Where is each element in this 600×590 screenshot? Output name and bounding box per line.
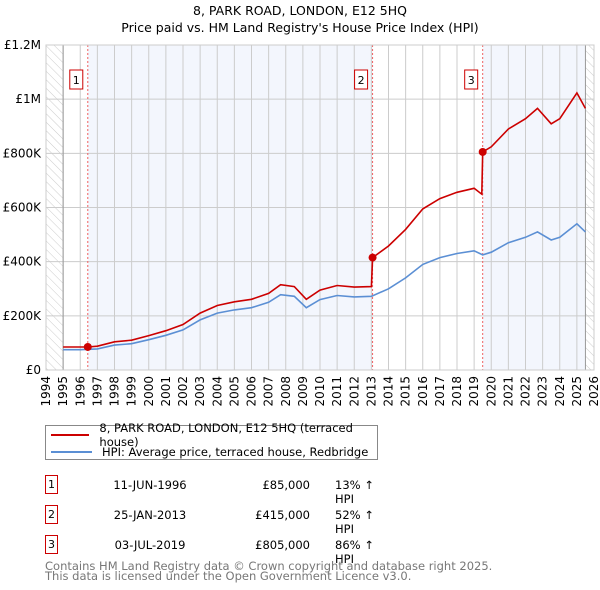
x-tick-label: 2021 (501, 376, 515, 407)
legend-item-hpi: HPI: Average price, terraced house, Redb… (51, 444, 368, 460)
legend: 8, PARK ROAD, LONDON, E12 5HQ (terraced … (45, 421, 378, 460)
sale-date: 03-JUL-2019 (114, 538, 186, 552)
y-tick-label: £0 (26, 363, 41, 377)
sale-point (83, 342, 92, 351)
x-tick-label: 2009 (296, 376, 310, 407)
hpi-series-line (63, 222, 586, 351)
red-line-swatch (51, 434, 90, 436)
sale-date: 11-JUN-1996 (113, 478, 187, 492)
y-tick-label: £1M (15, 92, 41, 106)
x-tick-label: 2005 (227, 376, 241, 407)
sale-label-box (464, 69, 479, 90)
x-tick-label: 2023 (536, 376, 550, 407)
legend-item-property: 8, PARK ROAD, LONDON, E12 5HQ (terraced … (51, 421, 377, 449)
legend-label: 8, PARK ROAD, LONDON, E12 5HQ (terraced … (99, 421, 353, 449)
sale-badge: 1 (45, 475, 58, 494)
x-tick-label: 2001 (159, 376, 173, 407)
y-tick-label: £200K (3, 309, 43, 323)
x-tick-label: 2017 (433, 376, 447, 407)
x-tick-label: 2006 (245, 376, 259, 407)
blue-line-swatch (51, 451, 92, 453)
plot-border (45, 44, 595, 371)
y-tick-label: £400K (3, 255, 43, 269)
x-tick-label: 2003 (193, 376, 207, 407)
sale-row: 2 25-JAN-2013 £415,000 52% ↑ HPI (45, 505, 375, 536)
sale-price: £805,000 (255, 538, 310, 552)
chart-title: 8, PARK ROAD, LONDON, E12 5HQ (193, 3, 407, 18)
sale-label: 2 (358, 74, 365, 87)
sale-badge: 2 (45, 505, 58, 524)
x-tick-label: 1995 (56, 376, 70, 407)
x-tick-label: 2007 (262, 376, 276, 407)
sale-label: 3 (468, 74, 475, 87)
sale-label: 1 (73, 74, 80, 87)
x-tick-label: 2020 (484, 376, 498, 407)
sale-point (478, 147, 487, 156)
x-tick-label: 2026 (587, 376, 600, 407)
x-tick-label: 2000 (142, 376, 156, 407)
x-tick-label: 2012 (347, 376, 361, 407)
x-tick-label: 2010 (313, 376, 327, 407)
sale-badge: 3 (45, 535, 58, 554)
x-tick-label: 2025 (570, 376, 584, 407)
chart-subtitle: Price paid vs. HM Land Registry's House … (121, 20, 479, 35)
x-tick-label: 1997 (90, 376, 104, 407)
sale-hpi-diff: 52% ↑ HPI (335, 508, 374, 536)
x-tick-label: 1996 (73, 376, 87, 407)
x-tick-label: 2024 (553, 376, 567, 407)
x-tick-label: 2018 (450, 376, 464, 407)
x-tick-label: 2014 (382, 376, 396, 407)
x-tick-label: 2015 (399, 376, 413, 407)
sale-price: £415,000 (255, 508, 310, 522)
y-tick-label: £1.2M (4, 38, 41, 52)
sale-point (368, 253, 377, 262)
x-tick-label: 2004 (210, 376, 224, 407)
x-tick-label: 1999 (125, 376, 139, 407)
x-tick-label: 2002 (176, 376, 190, 407)
legend-label: HPI: Average price, terraced house, Redb… (102, 445, 369, 459)
x-tick-label: 2008 (279, 376, 293, 407)
sale-label-box (69, 69, 84, 90)
sale-row: 3 03-JUL-2019 £805,000 86% ↑ HPI (45, 535, 375, 566)
sale-price: £85,000 (262, 478, 310, 492)
copyright-text: Contains HM Land Registry data © Crown c… (45, 559, 493, 573)
sale-hpi-diff: 86% ↑ HPI (335, 538, 374, 566)
price-chart: 1994 1995 1996 1997 1998 1999 2000 2001 2002 2003… (3, 38, 600, 407)
sale-hpi-diff: 13% ↑ HPI (335, 478, 374, 506)
sale-date: 25-JAN-2013 (113, 508, 187, 522)
y-tick-label: £800K (3, 146, 43, 160)
property-series-line (63, 91, 587, 348)
sale-row: 1 11-JUN-1996 £85,000 13% ↑ HPI (45, 475, 375, 506)
sale-label-box (354, 69, 369, 90)
x-tick-label: 2011 (330, 376, 344, 407)
x-tick-label: 2022 (519, 376, 533, 407)
x-tick-label: 2016 (416, 376, 430, 407)
license-text: This data is licensed under the Open Gov… (45, 569, 412, 583)
x-tick-label: 2019 (467, 376, 481, 407)
x-tick-label: 1998 (108, 376, 122, 407)
x-tick-label: 2013 (364, 376, 378, 407)
y-tick-label: £600K (3, 201, 43, 215)
x-tick-label: 1994 (39, 376, 53, 407)
